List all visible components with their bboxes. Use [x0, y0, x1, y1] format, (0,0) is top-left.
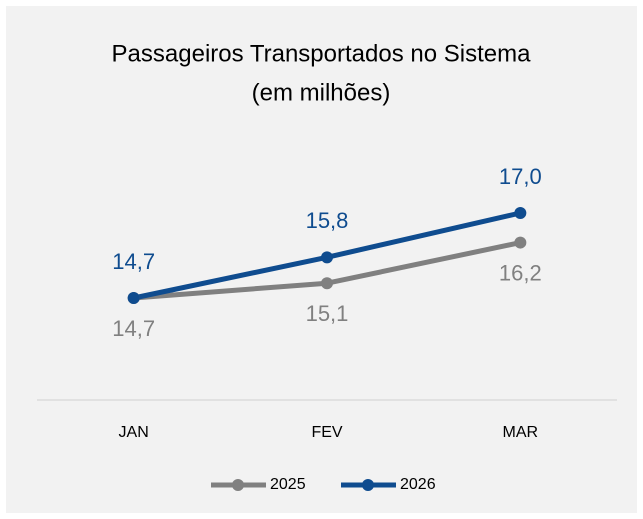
chart-title: Passageiros Transportados no Sistema	[112, 40, 532, 67]
data-point	[321, 251, 333, 264]
legend-marker	[362, 479, 374, 491]
legend-label: 2026	[400, 476, 436, 493]
data-label: 15,8	[306, 208, 349, 233]
x-tick-label: MAR	[503, 424, 539, 441]
legend-label: 2025	[270, 476, 306, 493]
data-point	[514, 207, 527, 219]
data-label: 14,7	[112, 249, 155, 274]
x-tick-label: JAN	[119, 424, 149, 441]
x-tick-label: FEV	[311, 424, 342, 441]
data-point	[514, 236, 527, 249]
data-point	[127, 292, 140, 304]
legend-marker	[232, 479, 244, 491]
data-point	[321, 277, 333, 290]
data-label: 15,1	[306, 301, 349, 326]
chart-subtitle: (em milhões)	[252, 79, 391, 106]
data-label: 17,0	[499, 164, 542, 189]
data-label: 16,2	[499, 260, 542, 285]
data-label: 14,7	[112, 316, 155, 341]
